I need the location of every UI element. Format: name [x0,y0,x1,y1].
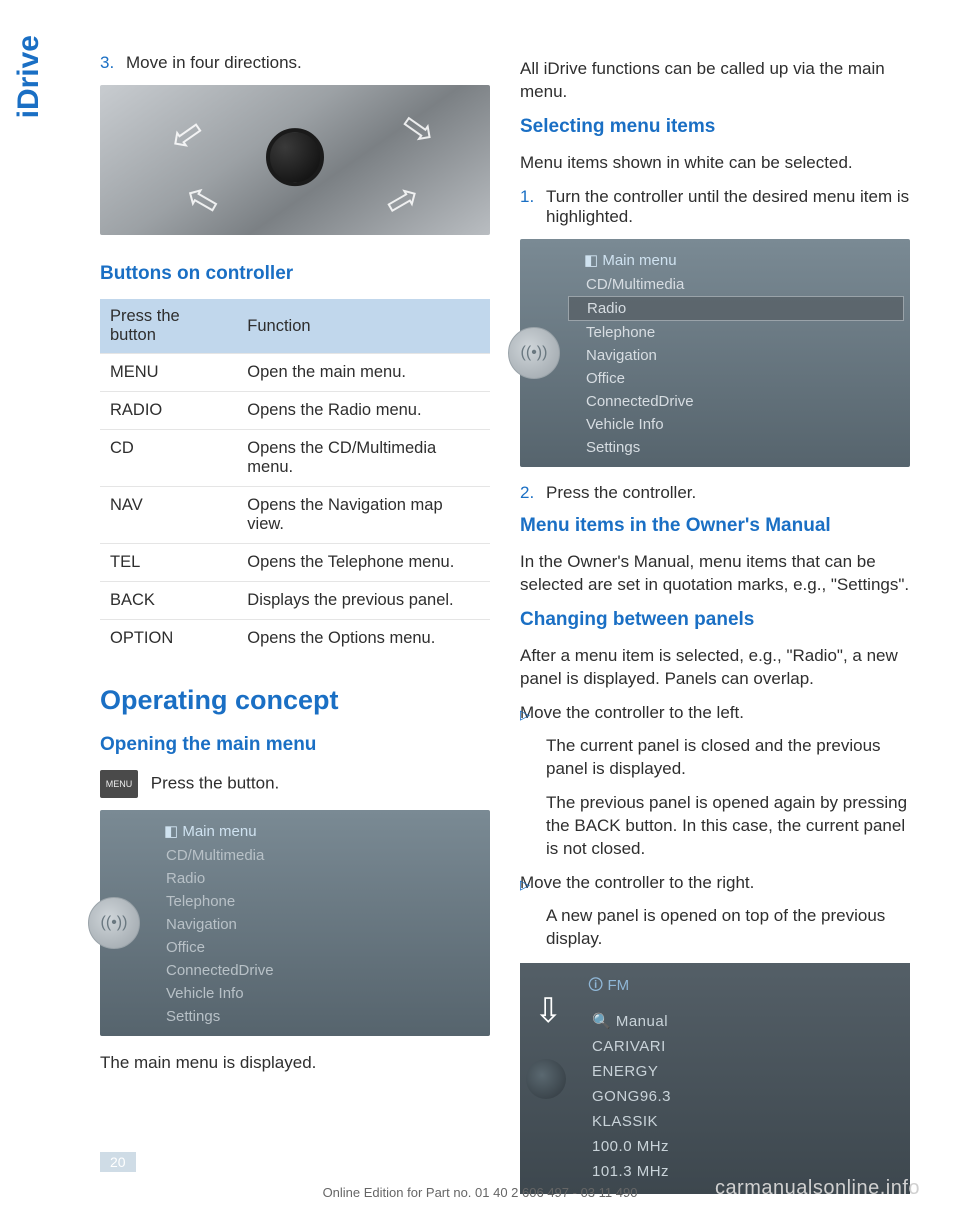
fm-screen: ⇩ 🛈 FM 🔍 ManualCARIVARIENERGYGONG96.3KLA… [520,963,910,1194]
step-number: 2. [520,483,546,503]
button-name: OPTION [100,620,237,658]
table-row: MENUOpen the main menu. [100,354,490,392]
table-row: OPTIONOpens the Options menu. [100,620,490,658]
page-number: 20 [100,1152,136,1172]
menu-item: ConnectedDrive [148,959,490,982]
table-row: TELOpens the Telephone menu. [100,544,490,582]
bullet-para: The previous panel is opened again by pr… [520,792,910,861]
bullet-lead: Move the controller to the right. [520,873,754,893]
button-function: Opens the Radio menu. [237,392,490,430]
fm-item: KLASSIK [574,1109,910,1134]
selecting-menu-items-heading: Selecting menu items [520,116,910,138]
menu-item: Settings [568,436,910,459]
triangle-icon: ▷ [520,703,546,723]
opening-main-menu-heading: Opening the main menu [100,734,490,756]
controller-four-directions-photo: ⇦ ⇨ ⇦ ⇨ [100,85,490,235]
button-function: Opens the CD/Multimedia menu. [237,430,490,487]
arrow-downright: ⇨ [377,172,429,229]
step-3: 3. Move in four directions. [100,53,490,73]
menu-item: Radio [148,867,490,890]
fm-item: GONG96.3 [574,1084,910,1109]
step-text: Press the controller. [546,483,696,503]
menu-item: Office [148,936,490,959]
table-row: CDOpens the CD/Multimedia menu. [100,430,490,487]
side-tab-idrive: iDrive [12,35,46,118]
dial-icon: ((•)) [508,327,560,379]
changing-panels-heading: Changing between panels [520,609,910,631]
fm-item: ENERGY [574,1059,910,1084]
press-button-text: Press the button. [151,773,280,792]
fm-item: 🔍 Manual [574,1008,910,1034]
buttons-on-controller-heading: Buttons on controller [100,263,490,285]
button-name: TEL [100,544,237,582]
owners-manual-heading: Menu items in the Owner's Manual [520,515,910,537]
menu-item: Telephone [568,321,910,344]
step-text: Move in four directions. [126,53,302,73]
bullet-lead: Move the controller to the left. [520,703,744,723]
bullet-para: A new panel is opened on top of the prev… [520,905,910,951]
bullet-para: The current panel is closed and the prev… [520,735,910,781]
button-name: NAV [100,487,237,544]
main-menu-screen-left: ((•)) ◧ Main menu CD/MultimediaRadioTele… [100,810,490,1036]
button-name: MENU [100,354,237,392]
bullet-item: ▷Move the controller to the left. [520,703,910,723]
arrow-downleft: ⇦ [177,172,229,229]
button-function: Opens the Navigation map view. [237,487,490,544]
table-row: NAVOpens the Navigation map view. [100,487,490,544]
main-menu-screen-right: ((•)) ◧ Main menu CD/MultimediaRadioTele… [520,239,910,467]
step-1: 1. Turn the controller until the desired… [520,187,910,227]
th-function: Function [237,299,490,354]
bullet-item: ▷Move the controller to the right. [520,873,910,893]
menu-item: Navigation [568,344,910,367]
right-column: All iDrive functions can be called up vi… [520,50,910,1194]
menu-item: Vehicle Info [148,982,490,1005]
table-row: BACKDisplays the previous panel. [100,582,490,620]
arrow-upleft: ⇦ [160,107,214,164]
idrive-knob [266,128,324,186]
watermark: carmanualsonline.info [715,1177,920,1200]
menu-item: Navigation [148,913,490,936]
step-text: Turn the controller until the desired me… [546,187,910,227]
fm-item: CARIVARI [574,1034,910,1059]
menu-item: Settings [148,1005,490,1028]
main-menu-displayed-text: The main menu is displayed. [100,1052,490,1075]
fm-title: 🛈 FM [574,973,910,1008]
dial-icon: ((•)) [88,897,140,949]
button-name: RADIO [100,392,237,430]
arrow-upright: ⇨ [392,101,446,158]
screen-title: ◧ Main menu [568,247,910,273]
down-arrow-icon: ⇩ [534,991,563,1031]
button-name: BACK [100,582,237,620]
menu-button-icon: MENU [100,770,138,798]
press-button-row: MENU Press the button. [100,770,490,798]
button-function: Open the main menu. [237,354,490,392]
th-press-button: Press the button [100,299,237,354]
table-row: RADIOOpens the Radio menu. [100,392,490,430]
step-number: 3. [100,53,126,73]
owners-manual-text: In the Owner's Manual, menu items that c… [520,551,910,597]
step-number: 1. [520,187,546,227]
triangle-icon: ▷ [520,873,546,893]
menu-item: ConnectedDrive [568,390,910,413]
left-column: 3. Move in four directions. ⇦ ⇨ ⇦ ⇨ Butt… [100,50,490,1194]
menu-item: Telephone [148,890,490,913]
changing-panels-intro: After a menu item is selected, e.g., "Ra… [520,645,910,691]
menu-item: Office [568,367,910,390]
menu-item: CD/Multimedia [148,844,490,867]
screen-title: ◧ Main menu [148,818,490,844]
menu-item-highlighted: Radio [568,296,904,321]
menu-item: CD/Multimedia [568,273,910,296]
fm-item: 100.0 MHz [574,1134,910,1159]
controller-buttons-table: Press the button Function MENUOpen the m… [100,299,490,657]
step-2: 2. Press the controller. [520,483,910,503]
menu-item: Vehicle Info [568,413,910,436]
dial-icon [526,1059,566,1099]
button-function: Displays the previous panel. [237,582,490,620]
selecting-intro: Menu items shown in white can be selecte… [520,152,910,175]
button-function: Opens the Telephone menu. [237,544,490,582]
idrive-intro: All iDrive functions can be called up vi… [520,58,910,104]
operating-concept-heading: Operating concept [100,685,490,716]
button-function: Opens the Options menu. [237,620,490,658]
button-name: CD [100,430,237,487]
